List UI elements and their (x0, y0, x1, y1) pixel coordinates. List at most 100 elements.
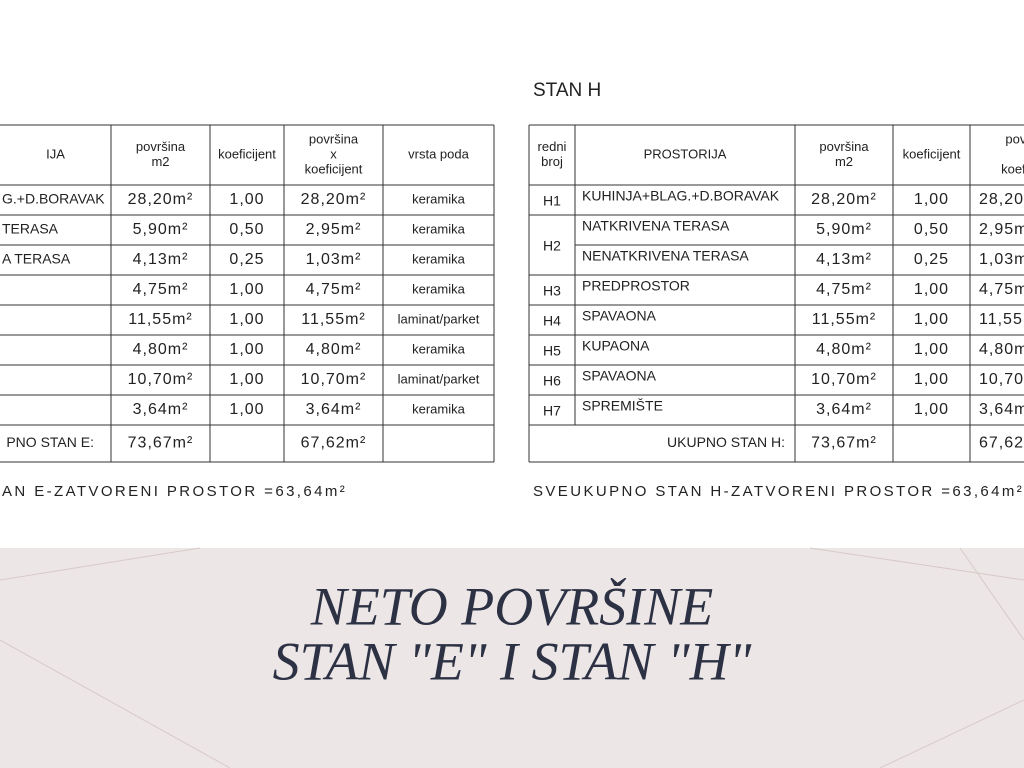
column-header: površina (309, 131, 359, 146)
table-cell: 4,75m² (979, 281, 1024, 298)
table-cell: 4,80m² (979, 341, 1024, 358)
table-cell: laminat/parket (398, 371, 480, 386)
row-number: H6 (543, 373, 561, 389)
total-cell: 73,67m² (128, 435, 194, 452)
row-number: H2 (543, 238, 561, 254)
table-cell: 0,25 (914, 251, 949, 268)
table-cell: 1,00 (914, 401, 949, 418)
table-cell: 1,00 (229, 401, 264, 418)
column-header: x (330, 146, 337, 161)
banner-background (0, 548, 1024, 768)
table-cell: 11,55m² (301, 311, 366, 328)
room-name: SPAVAONA (582, 368, 657, 384)
column-header: površina (1005, 131, 1024, 146)
room-name: NENATKRIVENA TERASA (582, 248, 749, 264)
table-cell: 4,80m² (306, 341, 362, 358)
table-cell: keramika (412, 191, 466, 206)
column-header: vrsta poda (408, 146, 469, 161)
column-header: IJA (46, 146, 65, 161)
column-header: površina (819, 139, 869, 154)
table-cell: 5,90m² (133, 221, 189, 238)
total-cell: 67,62m² (979, 435, 1024, 452)
table-cell: 28,20m² (128, 191, 194, 208)
table-cell: 28,20m² (811, 191, 877, 208)
banner-decoration (0, 547, 1024, 768)
table-cell: keramika (412, 281, 466, 296)
table-cell: 1,00 (229, 311, 264, 328)
room-name: TERASA (2, 221, 59, 237)
table-cell: 11,55m² (128, 311, 193, 328)
column-header: koeficijent (305, 161, 363, 176)
total-label: UKUPNO STAN H: (667, 434, 785, 450)
table-cell: 28,20m² (301, 191, 367, 208)
table-cell: 1,00 (229, 341, 264, 358)
table-cell: 1,00 (229, 191, 264, 208)
table-cell: 3,64m² (306, 401, 362, 418)
room-name: KUPAONA (582, 338, 650, 354)
column-header: površina (136, 139, 186, 154)
table-cell: 3,64m² (816, 401, 872, 418)
table-cell: 0,50 (914, 221, 949, 238)
banner-title: STAN "E" I STAN "H" (273, 631, 752, 691)
table-cell: 4,80m² (133, 341, 189, 358)
column-header: m2 (835, 154, 853, 169)
table-cell: 28,20m² (979, 191, 1024, 208)
total-cell: 67,62m² (301, 435, 367, 452)
table-cell: 10,70m² (979, 371, 1024, 388)
table-cell: 0,50 (229, 221, 264, 238)
column-header: m2 (151, 154, 169, 169)
table-cell: keramika (412, 401, 466, 416)
table-cell: keramika (412, 341, 466, 356)
table-cell: 4,75m² (816, 281, 872, 298)
banner-title: NETO POVRŠINE (310, 576, 714, 636)
table-note: SVEUKUPNO STAN H-ZATVORENI PROSTOR =63,6… (533, 483, 1024, 500)
room-name: NATKRIVENA TERASA (582, 218, 730, 234)
room-name: A TERASA (2, 251, 71, 267)
table-cell: 4,80m² (816, 341, 872, 358)
row-number: H1 (543, 193, 561, 209)
row-number: H7 (543, 403, 561, 419)
table-cell: 1,03m² (306, 251, 362, 268)
table-note: AN E-ZATVORENI PROSTOR =63,64m² (2, 483, 347, 500)
table-cell: 2,95m² (979, 221, 1024, 238)
table-cell: 10,70m² (301, 371, 367, 388)
row-number: H5 (543, 343, 561, 359)
column-header: koeficijent (1001, 161, 1024, 176)
column-header: koeficijent (903, 146, 961, 161)
room-name: KUHINJA+BLAG.+D.BORAVAK (582, 188, 780, 204)
row-number: H4 (543, 313, 561, 329)
table-cell: 1,00 (914, 281, 949, 298)
table-cell: 1,03m² (979, 251, 1024, 268)
table-cell: 1,00 (914, 191, 949, 208)
room-name: SPAVAONA (582, 308, 657, 324)
table-cell: 4,13m² (816, 251, 872, 268)
table-cell: 11,55m² (812, 311, 877, 328)
table-cell: 2,95m² (306, 221, 362, 238)
table-cell: keramika (412, 251, 466, 266)
column-header: redni (538, 139, 567, 154)
room-name: G.+D.BORAVAK (2, 191, 105, 207)
column-header: PROSTORIJA (644, 146, 727, 161)
table-cell: keramika (412, 221, 466, 236)
total-label: PNO STAN E: (6, 434, 94, 450)
table-cell: 1,00 (914, 371, 949, 388)
table-cell: laminat/parket (398, 311, 480, 326)
table-cell: 4,13m² (133, 251, 189, 268)
table-cell: 0,25 (229, 251, 264, 268)
table-cell: 3,64m² (979, 401, 1024, 418)
table-cell: 1,00 (914, 311, 949, 328)
table-cell: 1,00 (229, 371, 264, 388)
table-cell: 5,90m² (816, 221, 872, 238)
column-header: koeficijent (218, 146, 276, 161)
table-cell: 11,55m² (979, 311, 1024, 328)
table-title: STAN H (533, 80, 601, 101)
table-cell: 1,00 (229, 281, 264, 298)
room-name: SPREMIŠTE (582, 398, 663, 414)
table-cell: 1,00 (914, 341, 949, 358)
total-cell: 73,67m² (811, 435, 877, 452)
table-lines (0, 124, 1024, 463)
table-cell: 4,75m² (306, 281, 362, 298)
room-name: PREDPROSTOR (582, 278, 690, 294)
